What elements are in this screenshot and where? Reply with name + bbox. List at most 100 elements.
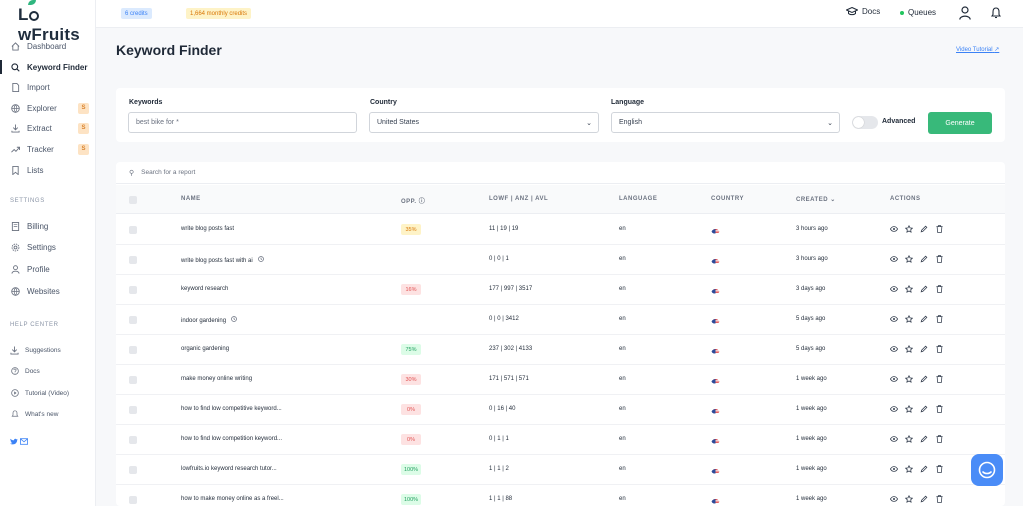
user-icon[interactable] [959, 6, 971, 20]
country-select[interactable]: United States ⌄ [369, 112, 599, 133]
report-name[interactable]: how to find low competition keyword... [181, 436, 282, 442]
logo[interactable]: LwFruits [18, 0, 95, 45]
help-item-suggestions[interactable]: Suggestions [0, 343, 96, 357]
pin-icon[interactable] [905, 345, 913, 353]
trash-icon[interactable] [935, 405, 943, 413]
eye-icon[interactable] [890, 225, 898, 233]
header-language[interactable]: LANGUAGE [619, 196, 658, 202]
row-checkbox[interactable] [129, 466, 137, 474]
table-row[interactable]: keyword research 16% 177 | 997 | 3517 en 3 d… [116, 275, 1005, 305]
report-name[interactable]: write blog posts fast with ai [181, 256, 264, 264]
pin-icon[interactable] [905, 405, 913, 413]
sidebar-item-import[interactable]: Import [0, 78, 96, 96]
edit-icon[interactable] [920, 255, 928, 263]
edit-icon[interactable] [920, 405, 928, 413]
eye-icon[interactable] [890, 495, 898, 503]
eye-icon[interactable] [890, 285, 898, 293]
report-name[interactable]: lowfruits.io keyword research tutor... [181, 466, 277, 472]
eye-icon[interactable] [890, 345, 898, 353]
report-name[interactable]: how to find low competitive keyword... [181, 406, 282, 412]
trash-icon[interactable] [935, 495, 943, 503]
report-name[interactable]: make money online writing [181, 376, 252, 382]
help-item-tutorial-video-[interactable]: Tutorial (Video) [0, 386, 96, 400]
header-name[interactable]: NAME [181, 196, 201, 202]
trash-icon[interactable] [935, 315, 943, 323]
row-checkbox[interactable] [129, 286, 137, 294]
table-row[interactable]: how to find low competitive keyword... 0%… [116, 395, 1005, 425]
row-checkbox[interactable] [129, 436, 137, 444]
row-checkbox[interactable] [129, 406, 137, 414]
report-name[interactable]: keyword research [181, 286, 228, 292]
eye-icon[interactable] [890, 465, 898, 473]
pin-icon[interactable] [905, 255, 913, 263]
header-created[interactable]: CREATED ⌄ [796, 196, 836, 203]
help-item-docs[interactable]: Docs [0, 364, 96, 378]
row-checkbox[interactable] [129, 256, 137, 264]
table-row[interactable]: how to find low competition keyword... 0%… [116, 425, 1005, 455]
pin-icon[interactable] [905, 435, 913, 443]
video-tutorial-link[interactable]: Video Tutorial ↗ [956, 46, 999, 53]
row-checkbox[interactable] [129, 496, 137, 504]
report-name[interactable]: how to make money online as a freel... [181, 496, 284, 502]
sidebar-item-websites[interactable]: Websites [0, 282, 96, 300]
eye-icon[interactable] [890, 435, 898, 443]
table-row[interactable]: lowfruits.io keyword research tutor... 10… [116, 455, 1005, 485]
sidebar-item-dashboard[interactable]: Dashboard [0, 37, 96, 55]
queues-button[interactable]: Queues [900, 8, 936, 17]
header-metrics[interactable]: LOWF | ANZ | AVL [489, 196, 549, 202]
row-checkbox[interactable] [129, 376, 137, 384]
sidebar-item-tracker[interactable]: Tracker S [0, 140, 96, 158]
report-name[interactable]: organic gardening [181, 346, 229, 352]
trash-icon[interactable] [935, 375, 943, 383]
header-country[interactable]: COUNTRY [711, 196, 744, 202]
edit-icon[interactable] [920, 315, 928, 323]
eye-icon[interactable] [890, 375, 898, 383]
header-opp[interactable]: OPP. ⓘ [401, 196, 425, 205]
table-row[interactable]: organic gardening 75% 237 | 302 | 4133 en 5 … [116, 335, 1005, 365]
report-search[interactable]: ⚲ Search for a report [116, 162, 1005, 184]
trash-icon[interactable] [935, 255, 943, 263]
row-checkbox[interactable] [129, 316, 137, 324]
pin-icon[interactable] [905, 465, 913, 473]
sidebar-item-explorer[interactable]: Explorer S [0, 99, 96, 117]
row-checkbox[interactable] [129, 226, 137, 234]
trash-icon[interactable] [935, 465, 943, 473]
select-all-checkbox[interactable] [129, 196, 137, 204]
sidebar-item-extract[interactable]: Extract S [0, 119, 96, 137]
advanced-toggle[interactable] [852, 116, 878, 129]
edit-icon[interactable] [920, 285, 928, 293]
edit-icon[interactable] [920, 375, 928, 383]
eye-icon[interactable] [890, 405, 898, 413]
table-row[interactable]: write blog posts fast with ai 0 | 0 | 1 en… [116, 245, 1005, 275]
sidebar-item-keyword-finder[interactable]: Keyword Finder [0, 58, 96, 76]
pin-icon[interactable] [905, 315, 913, 323]
keywords-input[interactable]: best bike for * [128, 112, 357, 133]
table-row[interactable]: indoor gardening 0 | 0 | 3412 en 5 days ago [116, 305, 1005, 335]
sidebar-item-settings[interactable]: Settings [0, 238, 96, 256]
pin-icon[interactable] [905, 495, 913, 503]
eye-icon[interactable] [890, 255, 898, 263]
report-name[interactable]: indoor gardening [181, 316, 237, 324]
trash-icon[interactable] [935, 225, 943, 233]
pin-icon[interactable] [905, 225, 913, 233]
edit-icon[interactable] [920, 435, 928, 443]
trash-icon[interactable] [935, 345, 943, 353]
edit-icon[interactable] [920, 345, 928, 353]
table-row[interactable]: write blog posts fast 35% 11 | 19 | 19 en 3 … [116, 215, 1005, 245]
docs-button[interactable]: Docs [846, 7, 880, 16]
trash-icon[interactable] [935, 435, 943, 443]
pin-icon[interactable] [905, 285, 913, 293]
mail-icon[interactable] [20, 438, 28, 445]
pin-icon[interactable] [905, 375, 913, 383]
language-select[interactable]: English ⌄ [611, 112, 840, 133]
edit-icon[interactable] [920, 495, 928, 503]
help-item-what-s-new[interactable]: What's new [0, 407, 96, 421]
sidebar-item-lists[interactable]: Lists [0, 161, 96, 179]
chat-support-button[interactable] [971, 454, 1003, 486]
report-name[interactable]: write blog posts fast [181, 226, 234, 232]
table-row[interactable]: make money online writing 30% 171 | 571 | … [116, 365, 1005, 395]
edit-icon[interactable] [920, 465, 928, 473]
bell-icon[interactable] [991, 7, 1001, 19]
edit-icon[interactable] [920, 225, 928, 233]
sidebar-item-billing[interactable]: Billing [0, 217, 96, 235]
